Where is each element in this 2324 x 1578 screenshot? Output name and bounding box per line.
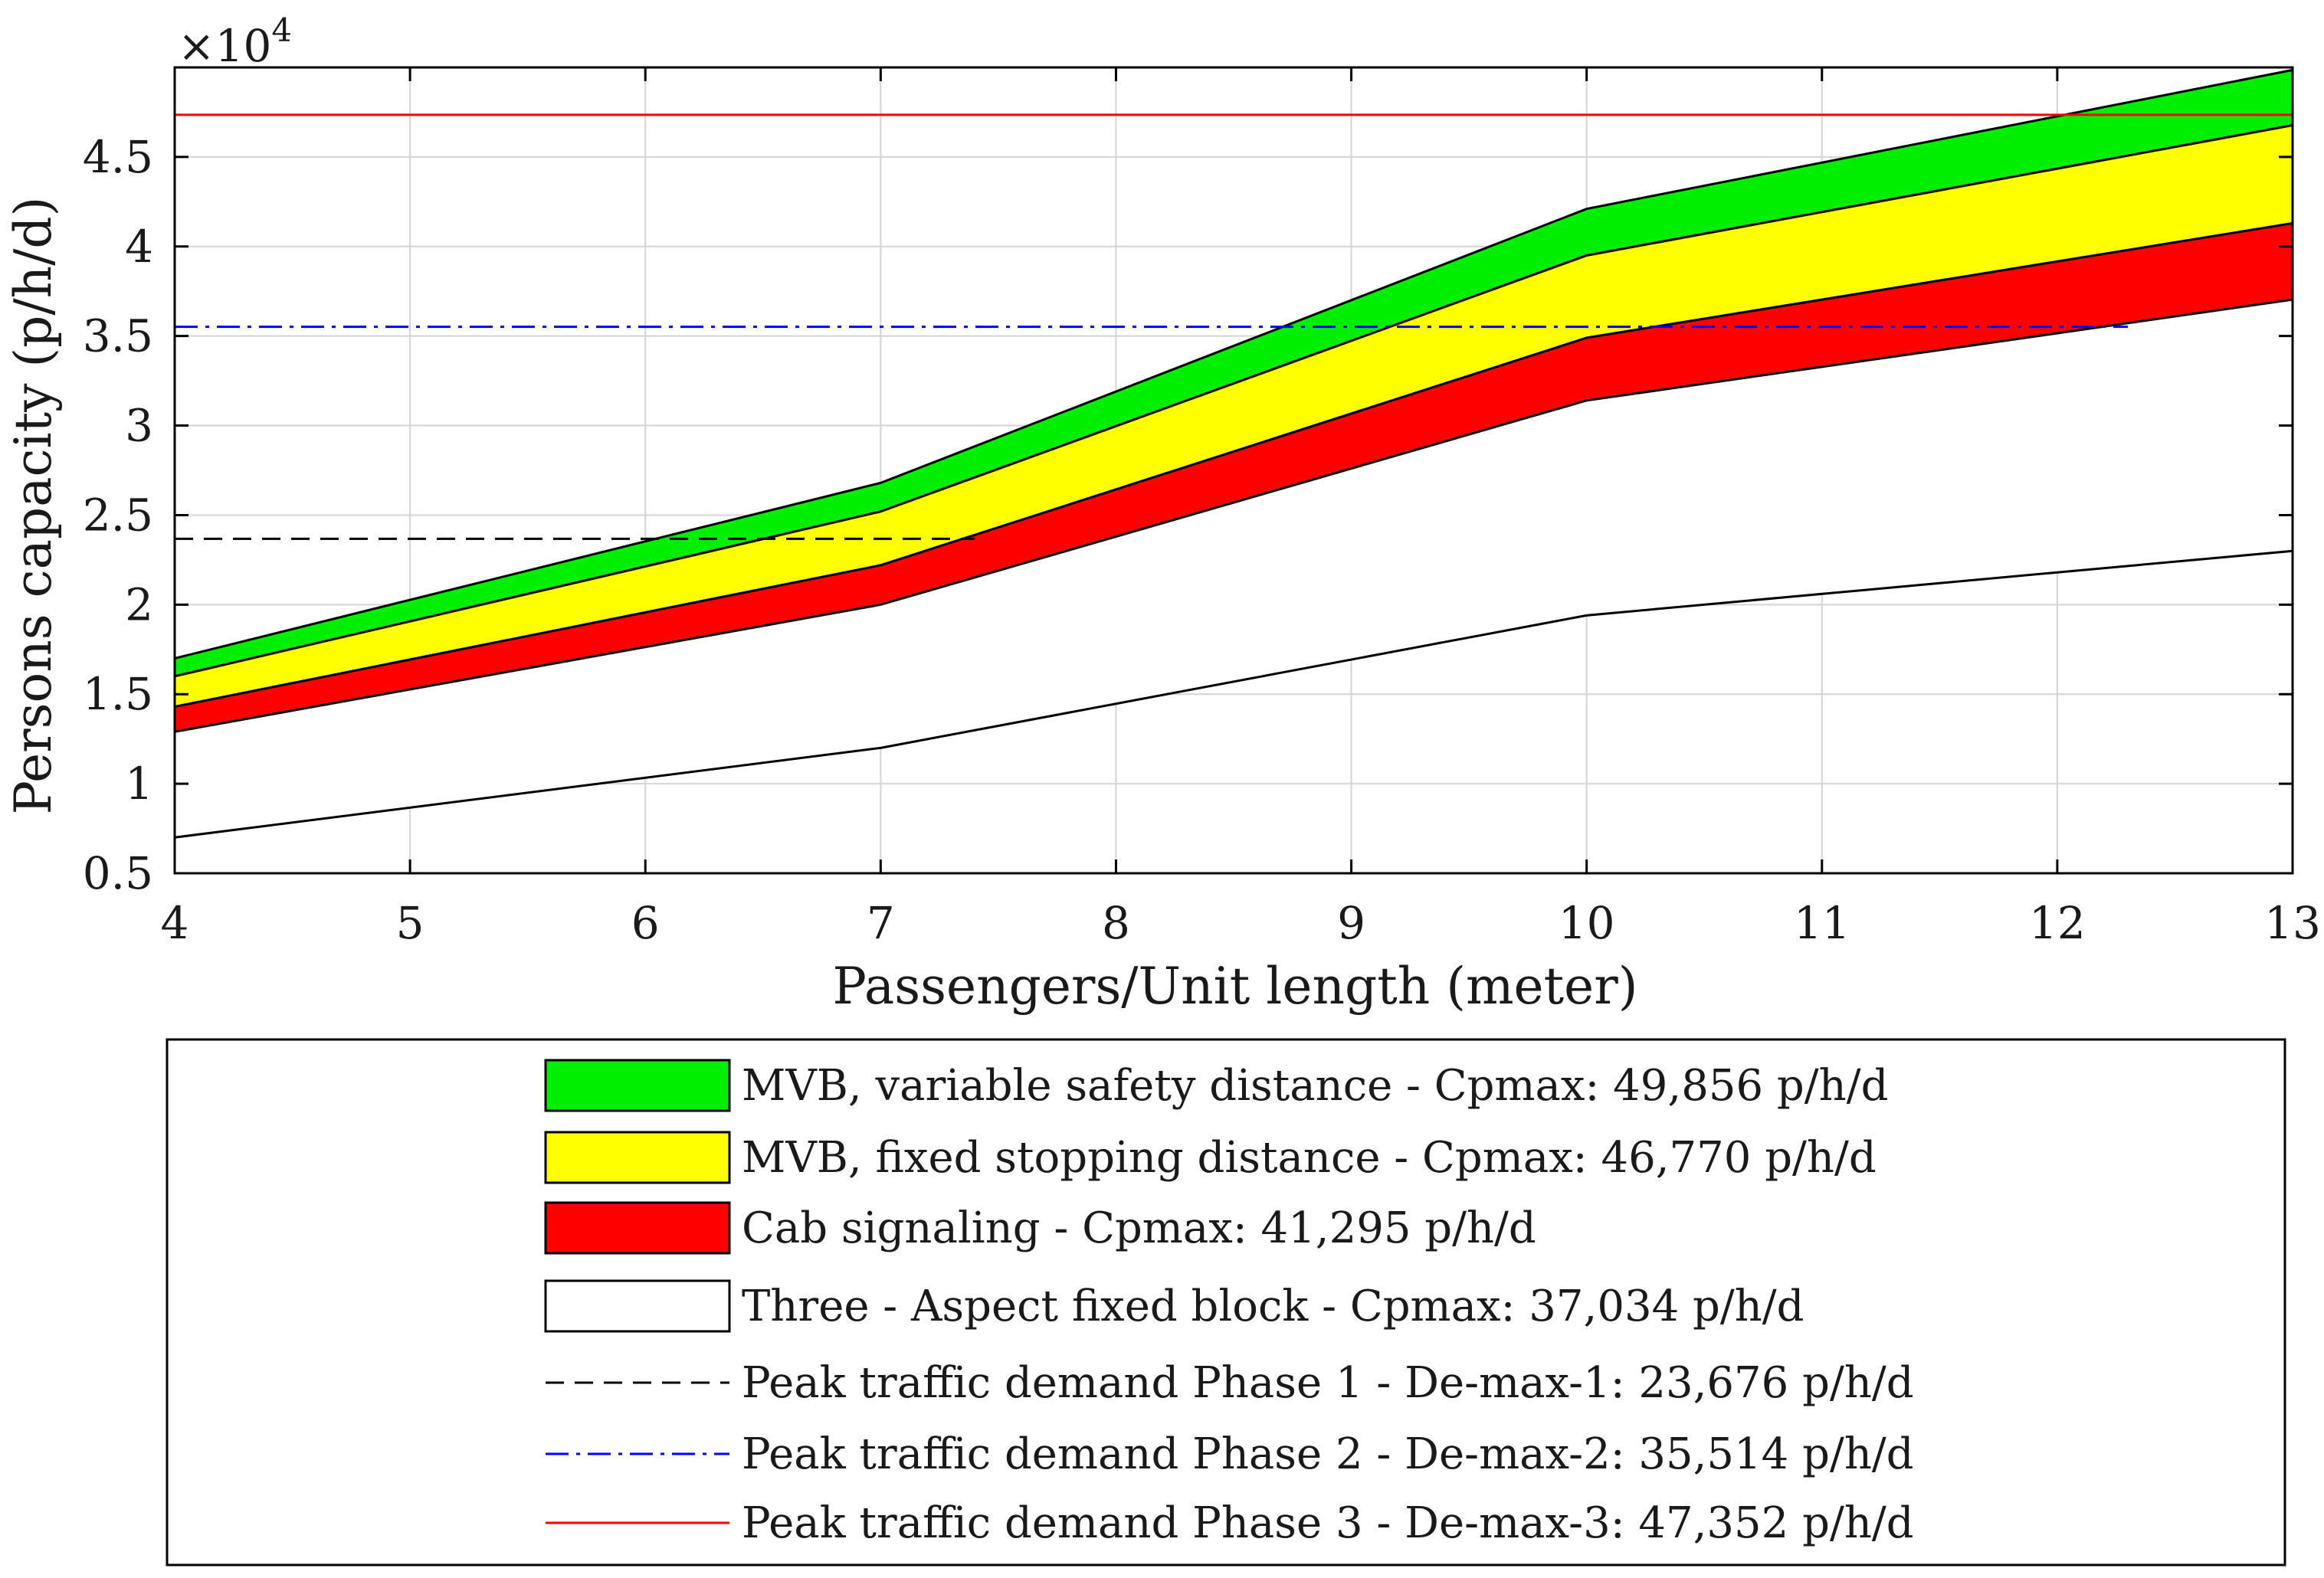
y-tick-label: 1 (125, 758, 153, 810)
y-tick-label: 1.5 (83, 668, 153, 720)
legend-line-label-1: Peak traffic demand Phase 1 - De-max-1: … (742, 1358, 1914, 1408)
legend-swatch-2 (544, 1131, 731, 1184)
legend-swatch-1 (544, 1059, 731, 1112)
x-tick-label: 11 (1794, 897, 1850, 949)
x-tick-label: 4 (161, 897, 189, 949)
legend-swatch-3 (544, 1201, 731, 1255)
capacity-bands (173, 68, 2294, 839)
x-tick-label: 6 (631, 897, 660, 949)
y-tick-label: 3.5 (83, 310, 153, 362)
x-tick-label: 13 (2264, 897, 2321, 949)
plot-frame (173, 66, 2294, 875)
y-tick-label: 4 (125, 221, 153, 273)
legend-line-label-2: Peak traffic demand Phase 2 - De-max-2: … (742, 1429, 1914, 1479)
y-tick-label: 2 (125, 578, 153, 630)
x-tick-label: 7 (867, 897, 895, 949)
legend-label-4: Three - Aspect fixed block - Cpmax: 37,0… (742, 1282, 1804, 1331)
y-exponent-label: ×104 (178, 11, 292, 72)
x-axis-title: Passengers/Unit length (meter) (832, 957, 1637, 1016)
legend-label-2: MVB, fixed stopping distance - Cpmax: 46… (742, 1133, 1877, 1183)
legend: MVB, variable safety distance - Cpmax: 4… (544, 1059, 1914, 1548)
legend-label-1: MVB, variable safety distance - Cpmax: 4… (742, 1061, 1888, 1111)
legend-line-label-3: Peak traffic demand Phase 3 - De-max-3: … (742, 1498, 1914, 1548)
x-tick-label: 5 (396, 897, 424, 949)
y-tick-label: 0.5 (83, 847, 153, 899)
x-tick-label: 12 (2029, 897, 2086, 949)
axis-ticks: 4 5 6 7 8 9 10 11 12 13 0.5 1 1.5 2 2.5 3 3.5 4 4.5 (83, 67, 2321, 949)
y-axis-title: Persons capacity (p/h/d) (4, 197, 63, 815)
legend-label-3: Cab signaling - Cpmax: 41,295 p/h/d (742, 1203, 1536, 1253)
x-tick-label: 10 (1559, 897, 1615, 949)
x-tick-label: 8 (1102, 897, 1130, 949)
legend-swatch-4 (544, 1279, 731, 1333)
y-tick-label: 3 (125, 400, 153, 452)
demand-lines (175, 113, 2293, 540)
y-tick-label: 4.5 (83, 131, 153, 183)
y-tick-label: 2.5 (83, 489, 153, 541)
legend-box (166, 1038, 2286, 1567)
x-tick-label: 9 (1337, 897, 1365, 949)
